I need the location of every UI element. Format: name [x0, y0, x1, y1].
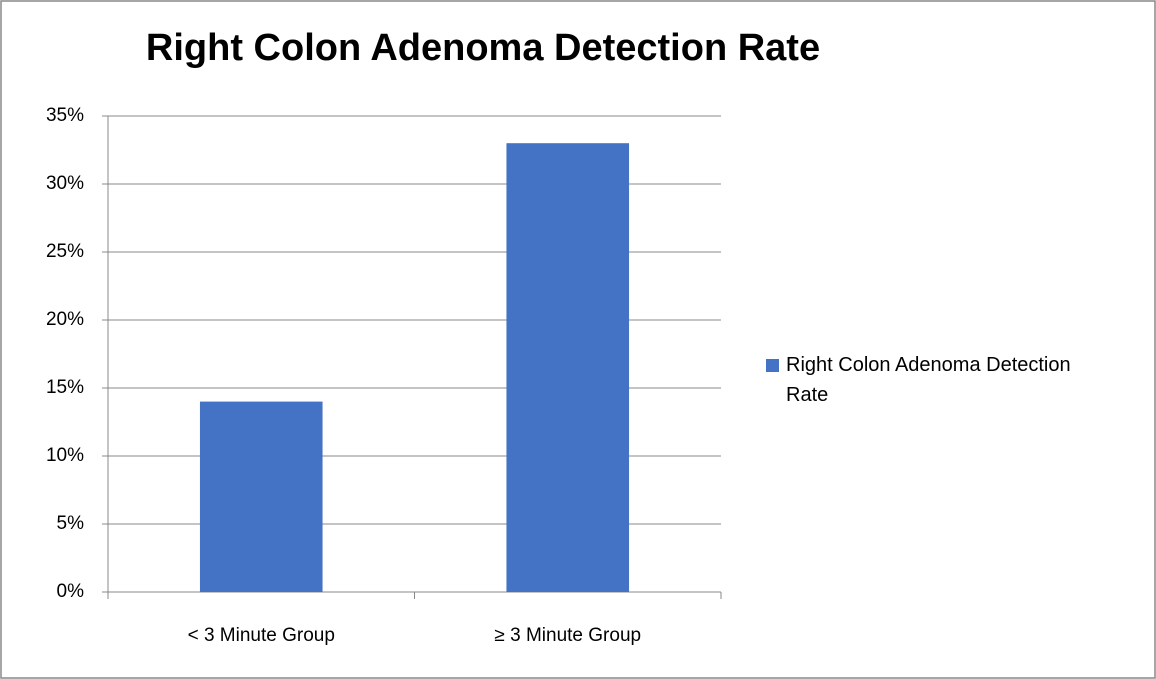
x-tick-label: ≥ 3 Minute Group: [494, 625, 641, 646]
legend: Right Colon Adenoma Detection Rate: [766, 350, 1106, 410]
y-tick-label: 35%: [46, 105, 84, 126]
bar: [506, 143, 630, 592]
y-tick-label: 25%: [46, 241, 84, 262]
x-tick-label: < 3 Minute Group: [188, 625, 335, 646]
y-tick-label: 20%: [46, 309, 84, 330]
y-tick-label: 15%: [46, 377, 84, 398]
y-tick-label: 10%: [46, 445, 84, 466]
legend-label: Right Colon Adenoma Detection Rate: [786, 354, 1071, 406]
y-tick-label: 5%: [57, 513, 85, 534]
legend-swatch: [766, 359, 779, 372]
bar: [199, 401, 323, 592]
chart-title: Right Colon Adenoma Detection Rate: [146, 27, 820, 69]
y-tick-label: 30%: [46, 173, 84, 194]
y-tick-label: 0%: [57, 581, 85, 602]
